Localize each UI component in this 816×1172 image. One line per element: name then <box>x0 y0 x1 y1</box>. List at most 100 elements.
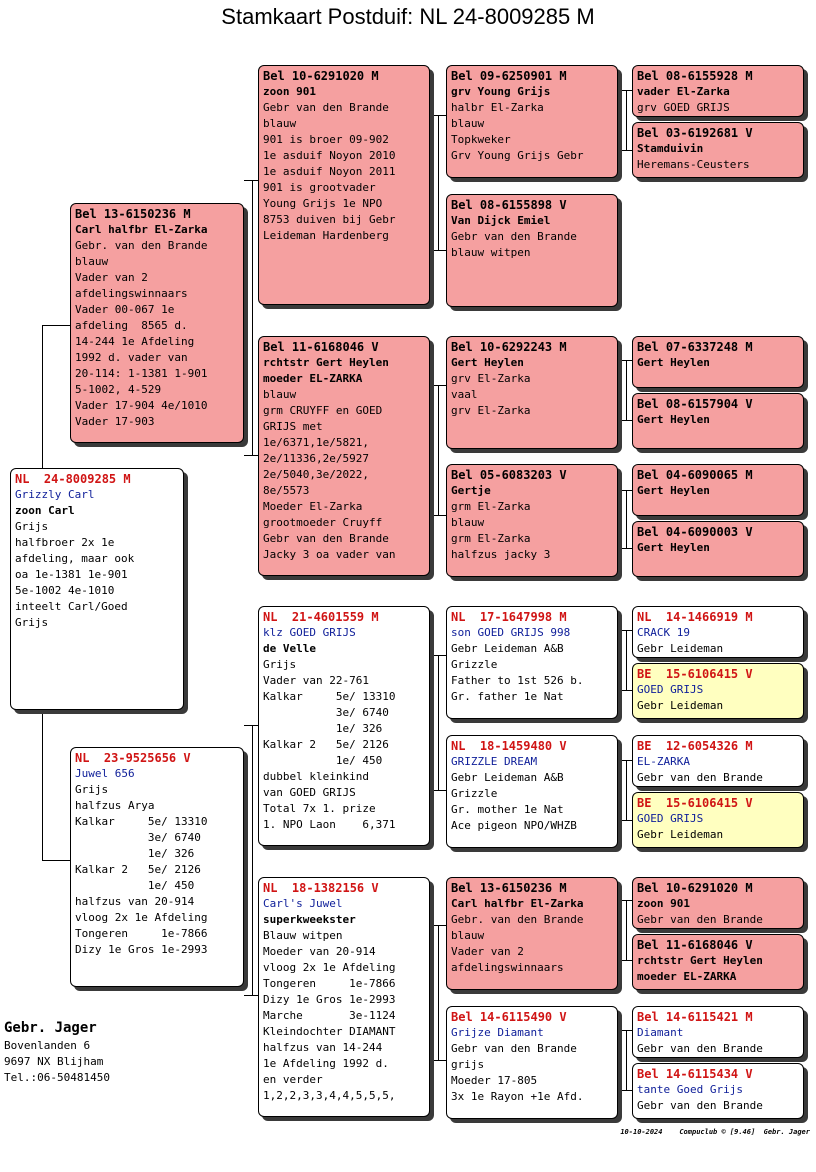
pigeon-card-mfmm[interactable]: BE 15-6106415 V GOED GRIJS Gebr Leideman <box>632 792 804 848</box>
pigeon-card-mmf[interactable]: Bel 13-6150236 M Carl halfbr El-Zarka Gebr… <box>446 877 618 990</box>
ring-number: Bel 11-6168046 V <box>637 938 753 952</box>
pigeon-card-mf[interactable]: NL 21-4601559 M klz GOED GRIJS de Velle Gri… <box>258 606 430 846</box>
pigeon-card-mother[interactable]: NL 23-9525656 V Juwel 656 Grijs halfzus Ary… <box>70 747 244 987</box>
pigeon-detail: 1e/ 450 <box>263 754 383 767</box>
pigeon-detail: Total 7x 1. prize <box>263 802 376 815</box>
pigeon-card-fmm[interactable]: Bel 05-6083203 V Gertje grm El-Zarka blauw g… <box>446 464 618 577</box>
pigeon-card-mmm[interactable]: Bel 14-6115490 V Grijze Diamant Gebr van d… <box>446 1006 618 1119</box>
pigeon-card-ffmm[interactable]: Bel 08-6157904 V Gert Heylen <box>632 393 804 449</box>
connector-line <box>430 250 446 251</box>
connector-line <box>626 630 627 690</box>
ring-number: Bel 05-6083203 V <box>451 468 567 482</box>
pigeon-card-ffmf[interactable]: Bel 07-6337248 M Gert Heylen <box>632 336 804 388</box>
pigeon-card-ffff[interactable]: Bel 08-6155928 M vader El-Zarka grv GOED G… <box>632 65 804 117</box>
pigeon-detail: inteelt Carl/Goed <box>15 600 128 613</box>
pigeon-detail: Dizy 1e Gros 1e-2993 <box>75 943 208 956</box>
pigeon-card-fmff[interactable]: Bel 04-6090065 M Gert Heylen <box>632 464 804 516</box>
pigeon-card-mmmm[interactable]: Bel 14-6115434 V tante Goed Grijs Gebr van… <box>632 1063 804 1119</box>
connector-line <box>430 515 446 516</box>
pigeon-detail: 5e-1002 4e-1010 <box>15 584 115 597</box>
pigeon-detail: 1,2,2,3,3,4,4,5,5,5, <box>263 1089 396 1102</box>
connector-line <box>438 115 439 250</box>
pigeon-detail: Vader 17-904 4e/1010 <box>75 399 208 412</box>
pigeon-card-mmfm[interactable]: Bel 11-6168046 V rchtstr Gert Heylen moede… <box>632 934 804 990</box>
connector-line <box>618 1090 632 1091</box>
pigeon-detail: vaal <box>451 388 478 401</box>
pigeon-card-fmf[interactable]: Bel 10-6292243 M Gert Heylen grv El-Zarka v… <box>446 336 618 449</box>
pigeon-detail: Leideman Hardenberg <box>263 229 389 242</box>
pigeon-detail: Gebr Leideman A&B <box>451 642 564 655</box>
pigeon-name: rchtstr Gert Heylen <box>263 356 389 369</box>
pigeon-name: zoon 901 <box>263 85 316 98</box>
pigeon-detail: afdelingswinnaars <box>451 961 564 974</box>
pigeon-detail: Moeder El-Zarka <box>263 500 363 513</box>
connector-line <box>618 420 632 421</box>
pigeon-detail: en verder <box>263 1073 323 1086</box>
pigeon-detail: 1e Afdeling 1992 d. <box>263 1057 389 1070</box>
pigeon-card-mfmf[interactable]: BE 12-6054326 M EL-ZARKA Gebr van den Bran… <box>632 735 804 787</box>
pigeon-detail: 901 is grootvader <box>263 181 376 194</box>
pigeon-card-ffm[interactable]: Bel 08-6155898 V Van Dijck Emiel Gebr van … <box>446 194 618 307</box>
pigeon-detail: Blauw witpen <box>263 929 343 942</box>
connector-line <box>618 360 632 361</box>
pigeon-card-mmff[interactable]: Bel 10-6291020 M zoon 901 Gebr van den Bra… <box>632 877 804 929</box>
pigeon-detail: Vader van 22-761 <box>263 674 369 687</box>
pigeon-detail: 1e asduif Noyon 2010 <box>263 149 396 162</box>
pigeon-detail: blauw <box>75 255 109 268</box>
pigeon-card-mfff[interactable]: NL 14-1466919 M CRACK 19 Gebr Leideman <box>632 606 804 658</box>
pigeon-detail: blauw witpen <box>451 246 531 259</box>
connector-line <box>626 1030 627 1090</box>
pigeon-detail: 1e/6371,1e/5821, <box>263 436 369 449</box>
ring-number: Bel 04-6090065 M <box>637 468 753 482</box>
pigeon-name: Grizzly Carl <box>15 488 95 501</box>
pigeon-detail: van GOED GRIJS <box>263 786 356 799</box>
pigeon-detail: Grizzle <box>451 787 498 800</box>
owner-city: 9697 NX Blijham <box>4 1055 104 1068</box>
pigeon-card-ff[interactable]: Bel 10-6291020 M zoon 901 Gebr van den Bra… <box>258 65 430 305</box>
pigeon-name: klz GOED GRIJS <box>263 626 356 639</box>
pigeon-card-father[interactable]: Bel 13-6150236 M Carl halfbr El-Zarka Gebr… <box>70 203 244 443</box>
ring-number: Bel 08-6155898 V <box>451 198 567 212</box>
pigeon-detail: Grijs <box>263 658 297 671</box>
pigeon-detail: 3x 1e Rayon +1e Afd. <box>451 1090 584 1103</box>
pigeon-detail: moeder EL-ZARKA <box>263 372 363 385</box>
pigeon-detail: halbr El-Zarka <box>451 101 544 114</box>
pigeon-card-fm[interactable]: Bel 11-6168046 V rchtstr Gert Heylen moede… <box>258 336 430 576</box>
connector-line <box>438 925 439 1060</box>
ring-number: NL 18-1459480 V <box>451 739 567 753</box>
pigeon-name: GRIZZLE DREAM <box>451 755 538 768</box>
pigeon-detail: Gebr van den Brande <box>637 1042 763 1055</box>
connector-line <box>626 90 627 150</box>
ring-number: Bel 11-6168046 V <box>263 340 379 354</box>
ring-number: Bel 08-6157904 V <box>637 397 753 411</box>
pigeon-card-fffm[interactable]: Bel 03-6192681 V Stamduivin Heremans-Ceust… <box>632 122 804 178</box>
ring-number: Bel 04-6090003 V <box>637 525 753 539</box>
pigeon-detail: blauw <box>451 117 485 130</box>
pigeon-detail: 1992 d. vader van <box>75 351 188 364</box>
pigeon-card-fmfm[interactable]: Bel 04-6090003 V Gert Heylen <box>632 521 804 577</box>
pigeon-name: Van Dijck Emiel <box>451 214 551 227</box>
pigeon-detail: halfbroer 2x 1e <box>15 536 115 549</box>
pigeon-card-mfm[interactable]: NL 18-1459480 V GRIZZLE DREAM Gebr Leidema… <box>446 735 618 848</box>
pigeon-detail: 1. NPO Laon 6,371 <box>263 818 396 831</box>
pigeon-detail: 2e/11336,2e/5927 <box>263 452 369 465</box>
pigeon-name: Stamduivin <box>637 142 704 155</box>
pigeon-detail: halfzus Arya <box>75 799 155 812</box>
pigeon-card-mmmf[interactable]: Bel 14-6115421 M Diamant Gebr van den Bran… <box>632 1006 804 1058</box>
pigeon-detail: Heremans-Ceusters <box>637 158 750 171</box>
pigeon-detail: blauw <box>451 929 485 942</box>
pigeon-detail: Grijs <box>15 520 49 533</box>
pigeon-card-fff[interactable]: Bel 09-6250901 M grv Young Grijs halbr El-… <box>446 65 618 178</box>
pigeon-card-subject[interactable]: NL 24-8009285 M Grizzly Carl zoon Carl Grij… <box>10 468 184 710</box>
connector-line <box>42 325 70 326</box>
pigeon-detail: 8e/5573 <box>263 484 310 497</box>
pigeon-card-mffm[interactable]: BE 15-6106415 V GOED GRIJS Gebr Leideman <box>632 663 804 719</box>
pigeon-detail: grm El-Zarka <box>451 532 531 545</box>
pigeon-name: Gert Heylen <box>637 356 710 369</box>
pigeon-card-mm[interactable]: NL 18-1382156 V Carl's Juwel superkweekste… <box>258 877 430 1117</box>
pigeon-detail: vloog 2x 1e Afdeling <box>263 961 396 974</box>
pigeon-detail: 901 is broer 09-902 <box>263 133 389 146</box>
ring-number: Bel 07-6337248 M <box>637 340 753 354</box>
pigeon-card-mff[interactable]: NL 17-1647998 M son GOED GRIJS 998 Gebr Le… <box>446 606 618 719</box>
pigeon-detail: dubbel kleinkind <box>263 770 369 783</box>
